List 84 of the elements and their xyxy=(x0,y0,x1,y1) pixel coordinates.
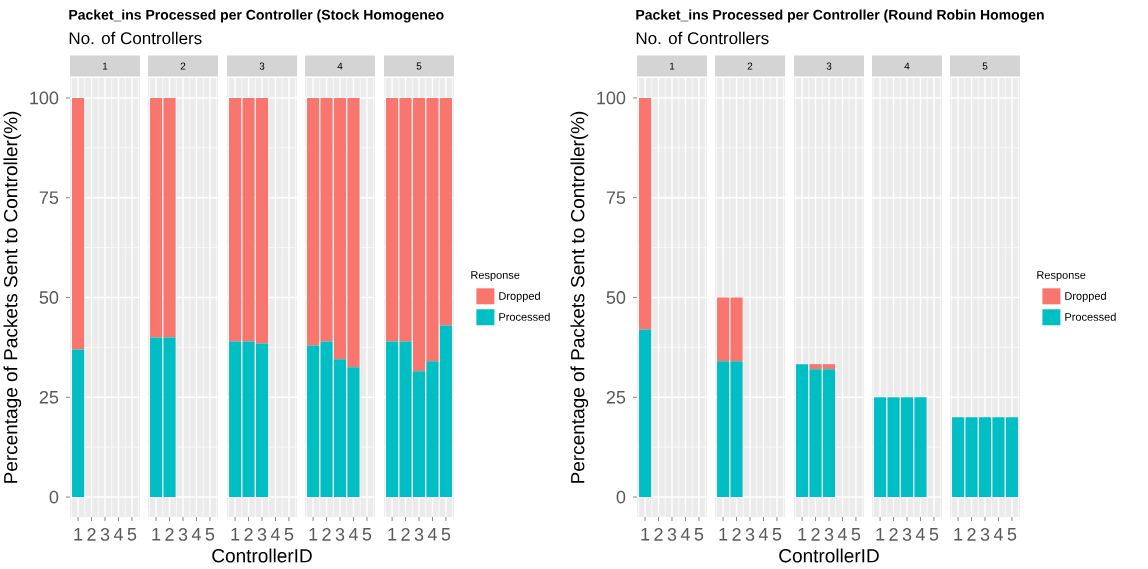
x-tick-label: 4 xyxy=(270,528,280,541)
x-tick-label: 3 xyxy=(745,528,755,541)
x-tick-label: 5 xyxy=(284,528,294,541)
x-tick-label: 5 xyxy=(441,528,451,541)
legend-title: Response xyxy=(471,271,520,282)
x-tick-label: 5 xyxy=(1007,528,1017,541)
y-tick-label: 100 xyxy=(597,91,626,105)
x-tick-label: 2 xyxy=(165,528,174,541)
y-tick-label: 25 xyxy=(606,390,626,404)
y-axis-title: Percentage of Packets Sent to Controller(%) xyxy=(570,111,589,483)
x-tick-label: 5 xyxy=(851,528,861,541)
legend-label: Dropped xyxy=(499,291,540,303)
x-tick-label: 5 xyxy=(772,528,782,541)
x-tick-label: 5 xyxy=(205,528,215,541)
x-tick-label: 1 xyxy=(798,528,807,541)
x-axis-title: ControllerID xyxy=(779,548,879,563)
x-tick-label: 2 xyxy=(732,528,741,541)
x-tick-label: 1 xyxy=(74,528,83,541)
chart-title: 4 xyxy=(904,62,910,70)
x-tick-label: 3 xyxy=(100,528,110,541)
y-tick-label: 75 xyxy=(39,191,59,205)
x-tick-label: 4 xyxy=(993,528,1003,541)
x-tick-label: 3 xyxy=(824,528,834,541)
y-tick-label: 75 xyxy=(606,191,626,205)
x-tick-label: 1 xyxy=(719,528,728,541)
y-tick-label: 25 xyxy=(39,390,59,404)
x-tick-label: 3 xyxy=(980,528,990,541)
chart-title: 3 xyxy=(259,62,265,70)
y-tick-label: 50 xyxy=(606,291,626,304)
y-tick-label: 100 xyxy=(30,91,59,105)
x-tick-label: 4 xyxy=(837,528,847,541)
chart-title: 5 xyxy=(982,62,988,70)
x-tick-label: 1 xyxy=(388,528,397,541)
x-tick-label: 3 xyxy=(335,528,345,541)
x-tick-label: 1 xyxy=(954,528,963,541)
x-tick-label: 2 xyxy=(889,528,898,541)
x-tick-label: 4 xyxy=(758,528,768,541)
x-tick-label: 4 xyxy=(427,528,437,541)
y-tick-label: 0 xyxy=(49,490,59,504)
x-axis-title: ControllerID xyxy=(212,548,312,563)
legend-title: Response xyxy=(1037,271,1086,282)
y-tick-label: 0 xyxy=(616,490,626,504)
chart-title: 1 xyxy=(669,62,675,70)
text: No. of Controllers xyxy=(69,31,202,45)
chart-title: 4 xyxy=(337,62,343,70)
x-tick-label: 5 xyxy=(127,528,137,541)
x-tick-label: 3 xyxy=(178,528,188,541)
x-tick-label: 2 xyxy=(244,528,253,541)
y-axis-title: Percentage of Packets Sent to Controller(%) xyxy=(3,111,22,483)
legend-label: Processed xyxy=(499,312,550,321)
x-tick-label: 3 xyxy=(257,528,267,541)
x-tick-label: 2 xyxy=(654,528,663,541)
x-tick-label: 3 xyxy=(667,528,677,541)
x-tick-label: 2 xyxy=(322,528,331,541)
x-tick-label: 1 xyxy=(641,528,650,541)
x-tick-label: 2 xyxy=(87,528,96,541)
x-tick-label: 5 xyxy=(362,528,372,541)
text: No. of Controllers xyxy=(636,31,769,45)
legend-label: Processed xyxy=(1065,312,1116,321)
chart-title: 3 xyxy=(826,62,832,70)
x-tick-label: 3 xyxy=(414,528,424,541)
chart-title: 2 xyxy=(180,62,186,70)
x-tick-label: 5 xyxy=(694,528,704,541)
x-tick-label: 4 xyxy=(915,528,925,541)
x-tick-label: 4 xyxy=(191,528,201,541)
legend-label: Dropped xyxy=(1065,291,1106,303)
text: Packet_ins Processed per Controller (Round Robin Homogen xyxy=(636,9,1044,23)
chart-title: 2 xyxy=(747,62,753,70)
x-tick-label: 2 xyxy=(967,528,976,541)
y-tick-label: 50 xyxy=(39,291,59,304)
x-tick-label: 1 xyxy=(309,528,318,541)
chart-title: 5 xyxy=(416,62,422,70)
text: Packet_ins Processed per Controller (Stock Homogeneo xyxy=(69,9,444,23)
x-tick-label: 1 xyxy=(876,528,885,541)
chart-title: 1 xyxy=(102,62,108,70)
x-tick-label: 4 xyxy=(348,528,358,541)
x-tick-label: 2 xyxy=(401,528,410,541)
x-tick-label: 3 xyxy=(902,528,912,541)
x-tick-label: 2 xyxy=(811,528,820,541)
x-tick-label: 4 xyxy=(113,528,123,541)
x-tick-label: 4 xyxy=(680,528,690,541)
x-tick-label: 1 xyxy=(231,528,240,541)
x-tick-label: 1 xyxy=(152,528,161,541)
x-tick-label: 5 xyxy=(929,528,939,541)
